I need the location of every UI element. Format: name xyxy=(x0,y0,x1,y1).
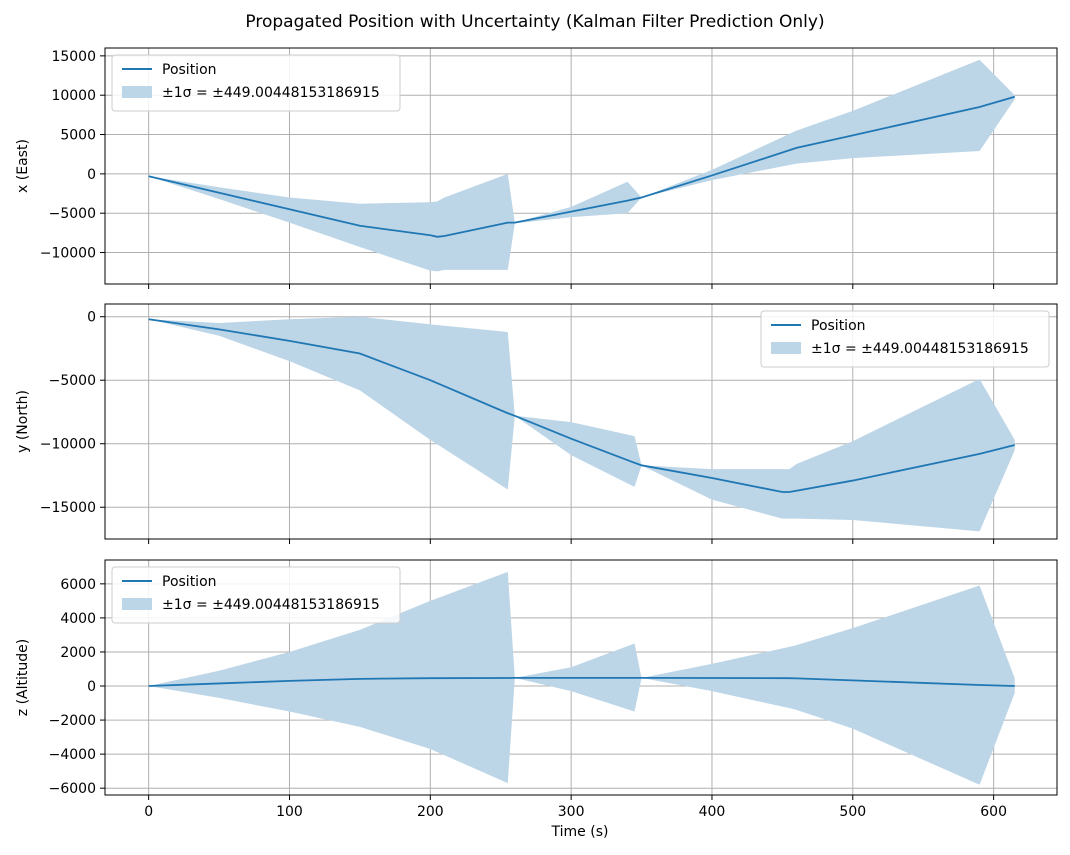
y-tick-label: −2000 xyxy=(49,713,96,729)
position-line xyxy=(148,676,1015,687)
x-tick-label: 100 xyxy=(276,804,303,820)
y-axis-label: z (Altitude) xyxy=(15,639,31,716)
legend-band-swatch xyxy=(122,86,152,98)
legend: Position ±1σ = ±449.00448153186915 xyxy=(760,310,1050,368)
legend: Position ±1σ = ±449.00448153186915 xyxy=(111,566,401,624)
legend-band-label: ±1σ = ±449.00448153186915 xyxy=(162,597,380,613)
legend: Position ±1σ = ±449.00448153186915 xyxy=(111,54,401,112)
legend-band-label: ±1σ = ±449.00448153186915 xyxy=(811,341,1029,357)
y-tick-label: 0 xyxy=(87,310,96,326)
y-axis-label: x (East) xyxy=(15,139,31,193)
x-tick-label: 200 xyxy=(417,804,444,820)
legend-band-label: ±1σ = ±449.00448153186915 xyxy=(162,85,380,101)
y-tick-label: 15000 xyxy=(51,49,96,65)
axes-frame xyxy=(104,559,1058,796)
legend-band-swatch xyxy=(122,598,152,610)
figure-title: Propagated Position with Uncertainty (Ka… xyxy=(245,12,824,32)
y-tick-label: −5000 xyxy=(49,206,96,222)
x-tick-label: 300 xyxy=(558,804,585,820)
y-tick-label: −10000 xyxy=(40,246,96,262)
y-tick-label: 4000 xyxy=(60,611,96,627)
uncertainty-band xyxy=(148,59,1015,272)
y-tick-label: 2000 xyxy=(60,645,96,661)
legend-box xyxy=(760,310,1050,368)
position-line xyxy=(148,318,1015,493)
legend-line-label: Position xyxy=(811,318,866,334)
subplot-2: −15000 −10000 −5000 0 y (North) Position ±1σ =… xyxy=(15,303,1058,544)
x-tick-label: 0 xyxy=(144,804,153,820)
y-tick-label: 0 xyxy=(87,167,96,183)
y-tick-label: 0 xyxy=(87,679,96,695)
position-line xyxy=(148,95,1016,238)
y-tick-label: 6000 xyxy=(60,577,96,593)
y-tick-label: 5000 xyxy=(60,128,96,144)
legend-box xyxy=(111,566,401,624)
y-tick-label: −10000 xyxy=(40,437,96,453)
y-axis-label: y (North) xyxy=(15,390,31,453)
y-tick-label: −6000 xyxy=(49,781,96,797)
x-axis-label: Time (s) xyxy=(551,824,609,840)
x-tick-label: 500 xyxy=(839,804,866,820)
y-tick-label: −15000 xyxy=(40,500,96,516)
y-tick-label: −5000 xyxy=(49,373,96,389)
axes-frame xyxy=(104,303,1058,540)
legend-band-swatch xyxy=(771,342,801,354)
y-tick-label: −4000 xyxy=(49,747,96,763)
x-tick-label: 400 xyxy=(699,804,726,820)
axes-frame xyxy=(104,47,1058,285)
uncertainty-band xyxy=(148,316,1015,532)
legend-line-label: Position xyxy=(162,62,217,78)
x-tick-label: 600 xyxy=(980,804,1007,820)
legend-box xyxy=(111,54,401,112)
legend-line-label: Position xyxy=(162,574,217,590)
subplot-1: −10000 −5000 0 5000 10000 15000 x (East) Positi… xyxy=(15,47,1058,289)
y-tick-label: 10000 xyxy=(51,88,96,104)
subplot-3: 0 100 200 300 400 500 600 −6000 −4000 −2000 0 2000 4… xyxy=(15,559,1058,820)
